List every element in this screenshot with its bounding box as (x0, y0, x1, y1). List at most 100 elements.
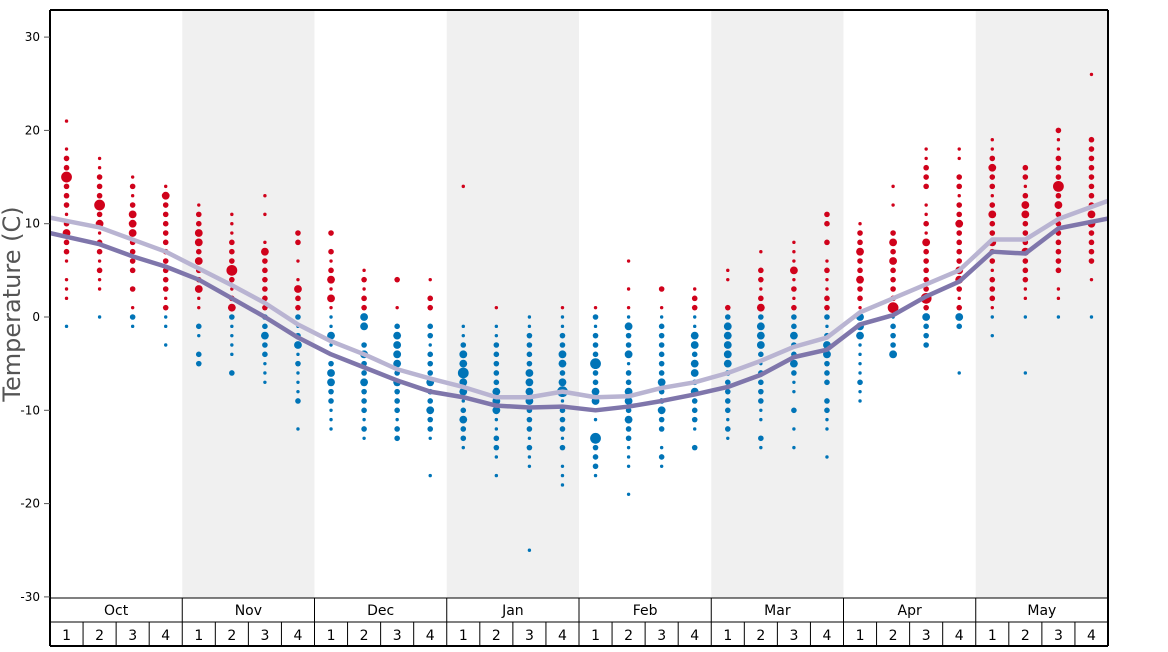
week-label: 4 (1087, 628, 1096, 644)
temperature-dot (956, 304, 963, 311)
temperature-dot (97, 277, 102, 282)
temperature-dot (923, 267, 929, 274)
temperature-dot (1022, 276, 1029, 283)
temperature-dot (693, 427, 697, 431)
temperature-dot (361, 426, 367, 432)
temperature-dot (428, 277, 432, 282)
temperature-dot (194, 257, 203, 265)
temperature-dot (130, 175, 135, 179)
temperature-dot (459, 415, 468, 424)
temperature-dot (626, 287, 631, 291)
temperature-dot (590, 432, 601, 444)
temperature-dot (1022, 258, 1029, 264)
temperature-dot (329, 343, 333, 347)
temperature-dot (956, 183, 963, 190)
temperature-dot (360, 313, 368, 321)
temperature-dot (1022, 267, 1029, 274)
temperature-dot (957, 296, 961, 301)
temperature-dot (691, 407, 698, 414)
temperature-dot (329, 305, 333, 310)
temperature-dot (624, 350, 633, 359)
temperature-dot (263, 361, 267, 366)
temperature-dot (858, 389, 862, 394)
temperature-dot (759, 249, 763, 254)
temperature-dot (889, 350, 897, 359)
temperature-dot (129, 202, 136, 208)
temperature-dot (824, 314, 830, 320)
temperature-dot (262, 286, 268, 292)
temperature-dot (427, 332, 434, 339)
temperature-dot (362, 268, 366, 273)
temperature-dot (856, 275, 864, 284)
temperature-dot (626, 464, 631, 468)
temperature-dot (625, 370, 632, 376)
temperature-dot (657, 378, 666, 387)
temperature-dot (526, 351, 533, 358)
temperature-dot (296, 427, 300, 431)
temperature-dot (890, 332, 896, 339)
temperature-dot (230, 324, 234, 329)
month-shade-mar (711, 10, 844, 598)
temperature-dot (1056, 138, 1061, 142)
temperature-dot (792, 445, 796, 450)
temperature-dot (824, 295, 830, 302)
temperature-dot (329, 408, 333, 412)
temperature-dot (361, 398, 367, 404)
temperature-dot (1088, 164, 1095, 171)
temperature-dot (693, 315, 697, 319)
temperature-dot (493, 435, 500, 442)
week-label: 1 (723, 628, 732, 644)
temperature-dot (96, 211, 103, 218)
temperature-dot (758, 276, 764, 283)
month-shade-jan (446, 10, 579, 598)
temperature-dot (560, 473, 565, 478)
temperature-dot (624, 322, 633, 331)
temperature-dot (97, 259, 102, 263)
temperature-dot (393, 341, 402, 349)
temperature-dot (857, 379, 863, 386)
temperature-dot (922, 313, 931, 321)
temperature-dot (659, 305, 664, 310)
temperature-dot (426, 406, 435, 415)
temperature-dot (759, 417, 763, 422)
upper-line (49, 198, 1109, 400)
temperature-dot (956, 239, 963, 246)
temperature-dot (394, 276, 400, 283)
temperature-dot (726, 417, 730, 422)
temperature-dot (758, 267, 764, 274)
temperature-dot (825, 417, 829, 422)
temperature-dot (724, 388, 731, 395)
temperature-dot (560, 315, 565, 319)
temperature-dot (360, 378, 368, 387)
temperature-dot (1055, 127, 1062, 134)
temperature-dot (197, 333, 201, 338)
temperature-dot (164, 324, 168, 329)
temperature-dot (64, 277, 69, 282)
temperature-dot (329, 259, 333, 263)
temperature-dot (691, 444, 698, 451)
temperature-dot (559, 444, 566, 451)
temperature-dot (658, 332, 665, 339)
temperature-dot (890, 286, 896, 292)
temperature-dot (329, 315, 333, 319)
temperature-dot (459, 359, 468, 368)
temperature-dot (989, 258, 996, 264)
week-label: 4 (161, 628, 170, 644)
temperature-dot (195, 220, 202, 227)
temperature-dot (162, 220, 169, 227)
week-label: 2 (227, 628, 236, 644)
temperature-dot (295, 230, 301, 236)
temperature-dot (824, 360, 830, 367)
week-label: 3 (1054, 628, 1063, 644)
temperature-dot (989, 174, 996, 180)
temperature-dot (97, 156, 102, 161)
temperature-dot (63, 202, 70, 208)
temperature-dot (63, 192, 70, 199)
temperature-dot (128, 229, 137, 237)
temperature-dot (64, 147, 69, 151)
temperature-dot (559, 416, 566, 423)
temperature-dot (130, 194, 135, 198)
week-label: 1 (62, 628, 71, 644)
temperature-dot (626, 455, 631, 459)
temperature-dot (461, 333, 465, 338)
